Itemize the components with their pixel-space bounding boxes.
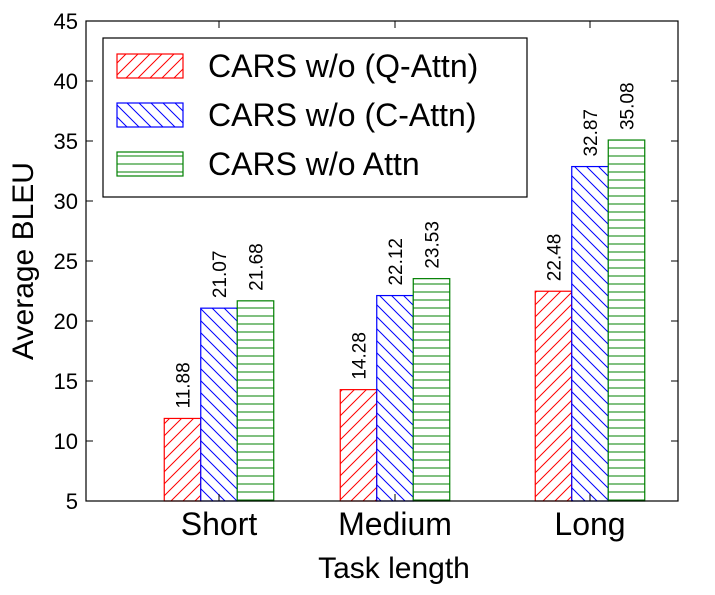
bar (412, 278, 451, 502)
x-axis-title: Task length (318, 552, 470, 585)
x-category-label: Long (554, 506, 625, 542)
x-category-label: Medium (338, 506, 452, 542)
y-axis-title: Average BLEU (7, 162, 40, 360)
y-tick-label: 10 (54, 429, 78, 454)
legend-swatch (116, 151, 184, 177)
bar-value-label: 11.88 (174, 362, 195, 408)
bar (163, 417, 202, 502)
legend-swatch (116, 102, 184, 128)
bar-value-label: 21.68 (247, 243, 268, 291)
legend-entry-label: CARS w/o Attn (208, 146, 420, 182)
legend-entry-label: CARS w/o (C-Attn) (208, 97, 476, 133)
bar (200, 307, 238, 502)
legend-swatch (116, 53, 184, 79)
y-tick-label: 35 (54, 129, 78, 154)
x-category-label: Short (181, 506, 258, 542)
bar-value-label: 22.12 (386, 238, 407, 286)
bar-value-label: 35.08 (618, 82, 639, 130)
legend-entry-label: CARS w/o (Q-Attn) (208, 48, 478, 84)
bar (376, 294, 414, 502)
y-tick-label: 30 (54, 189, 78, 214)
bar-value-label: 32.87 (581, 109, 602, 157)
bar-value-label: 23.53 (423, 221, 444, 269)
legend: CARS w/o (Q-Attn) CARS w/o (C-Attn) CARS w… (102, 37, 528, 198)
bar-value-label: 21.07 (210, 251, 231, 299)
y-tick-label: 25 (54, 249, 78, 274)
bar (571, 165, 609, 502)
y-tick-label: 5 (66, 489, 78, 514)
y-tick-label: 20 (54, 309, 78, 334)
bar-value-label: 14.28 (350, 332, 371, 380)
bar (339, 389, 378, 502)
bar (607, 139, 646, 502)
y-tick-label: 15 (54, 369, 78, 394)
y-tick-label: 40 (54, 69, 78, 94)
bar (236, 300, 275, 502)
y-tick-label: 45 (54, 9, 78, 34)
bar-value-label: 22.48 (545, 234, 566, 282)
bar (534, 290, 573, 502)
